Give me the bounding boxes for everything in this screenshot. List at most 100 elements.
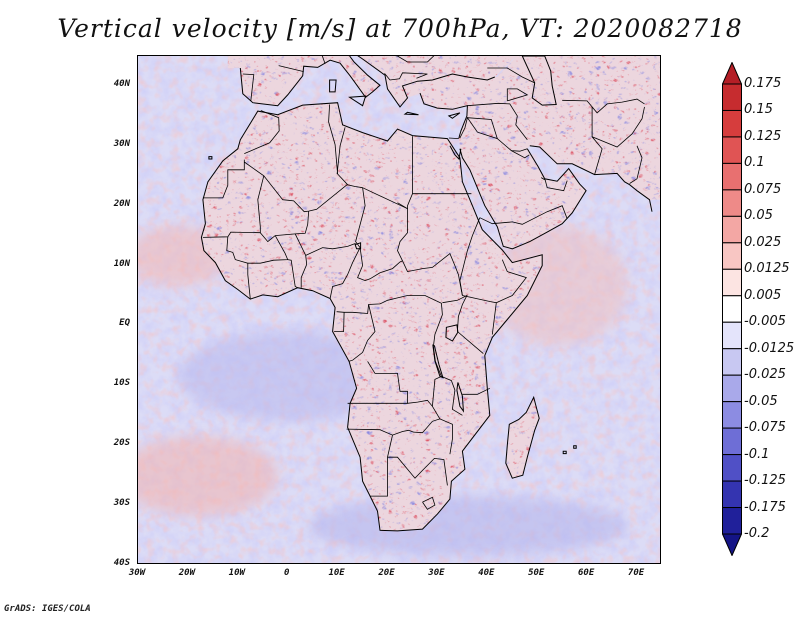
colorbar-tick-label: -0.05 — [744, 393, 778, 409]
colorbar-tick-label: 0.05 — [744, 208, 773, 224]
country-border — [305, 243, 356, 256]
lake-tanganyika — [432, 344, 444, 379]
sardinia-coastline — [329, 79, 337, 93]
country-border — [328, 104, 348, 185]
europe-coastline — [239, 56, 381, 107]
colorbar-swatch — [722, 374, 742, 403]
turkey-coastline — [419, 92, 468, 139]
colorbar-swatch — [722, 401, 742, 429]
lat-tick-label: 30S — [113, 498, 130, 509]
canary-islands-coastline — [208, 156, 213, 160]
lat-tick-label: 40N — [113, 78, 130, 89]
colorbar-tick-label: -0.075 — [744, 420, 786, 436]
country-border — [370, 435, 393, 497]
country-border — [287, 259, 298, 289]
country-border — [336, 295, 443, 377]
country-border — [467, 102, 528, 141]
country-border — [395, 56, 435, 63]
reunion-coastline — [562, 450, 567, 455]
vertical-velocity-field — [138, 56, 660, 563]
lon-tick-label: 20E — [378, 568, 395, 578]
country-border — [334, 312, 345, 332]
colorbar-swatch — [722, 427, 742, 456]
country-border — [278, 65, 304, 72]
madagascar-coastline — [505, 395, 540, 479]
lon-tick-label: 20W — [178, 568, 196, 578]
country-border — [242, 73, 255, 101]
colorbar — [722, 62, 742, 556]
africa-coastline — [200, 102, 543, 532]
colorbar-swatch — [722, 321, 742, 350]
lat-tick-label: 20S — [113, 438, 130, 449]
lat-tick-label: 30N — [113, 138, 130, 149]
country-border — [244, 161, 363, 213]
colorbar-tick-label: 0.0125 — [744, 261, 790, 277]
colorbar-tick-label: -0.175 — [744, 499, 786, 515]
country-border — [321, 56, 326, 64]
colorbar-swatch — [722, 454, 742, 482]
colorbar-tick-label: -0.125 — [744, 473, 786, 489]
colorbar-swatch — [722, 348, 742, 376]
colorbar-tick-label: 0.005 — [744, 287, 782, 303]
lat-tick-label: 40S — [113, 558, 130, 568]
colorbar-tick-label: -0.0125 — [744, 340, 795, 356]
lat-tick-label: EQ — [119, 318, 130, 329]
country-borders — [202, 56, 645, 510]
lon-tick-label: 10E — [328, 568, 345, 578]
colorbar-swatch — [722, 162, 742, 191]
lon-tick-label: 50E — [528, 568, 545, 578]
colorbar-min-arrow — [722, 533, 742, 556]
country-border — [355, 187, 403, 282]
country-border — [479, 205, 568, 225]
mauritius-coastline — [573, 445, 577, 449]
country-border — [407, 399, 441, 420]
colorbar-swatch — [722, 242, 742, 270]
country-border — [462, 387, 490, 395]
lon-tick-label: 30W — [128, 568, 146, 578]
grads-credit: GrADS: IGES/COLA — [4, 604, 91, 614]
country-border — [487, 67, 535, 84]
colorbar-tick-label: 0.1 — [744, 155, 765, 171]
plot-title: Vertical velocity [m/s] at 700hPa, VT: 2… — [57, 14, 743, 43]
lat-tick-label: 20N — [113, 198, 130, 209]
colorbar-tick-label: 0.15 — [744, 102, 773, 118]
colorbar-tick-label: -0.025 — [744, 367, 786, 383]
colorbar-tick-label: -0.005 — [744, 314, 786, 330]
country-border — [511, 150, 530, 159]
country-border — [629, 145, 643, 184]
country-border — [467, 117, 498, 139]
lon-tick-label: 40E — [478, 568, 495, 578]
country-border — [348, 304, 376, 362]
country-border — [506, 88, 529, 102]
country-border — [462, 295, 497, 335]
country-border — [329, 247, 361, 299]
country-border — [294, 233, 308, 288]
country-border — [459, 116, 528, 152]
country-border — [562, 98, 645, 114]
lake-victoria — [445, 324, 459, 342]
lon-tick-label: 30E — [428, 568, 445, 578]
colorbar-tick-label: -0.1 — [744, 446, 770, 462]
country-border — [442, 294, 484, 354]
country-border — [244, 110, 280, 154]
sinai-coastline — [449, 145, 462, 161]
iran-coastline — [529, 145, 653, 212]
lon-tick-label: 60E — [578, 568, 595, 578]
country-border — [422, 496, 436, 510]
lat-tick-label: 10S — [113, 378, 130, 389]
lon-tick-label: 0 — [283, 568, 290, 578]
lon-tick-label: 10W — [228, 568, 245, 578]
arabia-coastline — [459, 148, 587, 250]
country-border — [496, 259, 527, 304]
colorbar-swatch — [722, 480, 742, 509]
colorbar-swatch — [722, 83, 742, 111]
country-border — [591, 106, 603, 175]
colorbar-swatch — [722, 136, 742, 164]
colorbar-swatch — [722, 507, 742, 535]
country-border — [432, 375, 463, 416]
colorbar-swatch — [722, 295, 742, 323]
colorbar-tick-label: 0.175 — [744, 76, 782, 91]
cyprus-coastline — [447, 112, 461, 119]
country-border — [247, 235, 289, 264]
caspian-coastline — [521, 56, 557, 106]
